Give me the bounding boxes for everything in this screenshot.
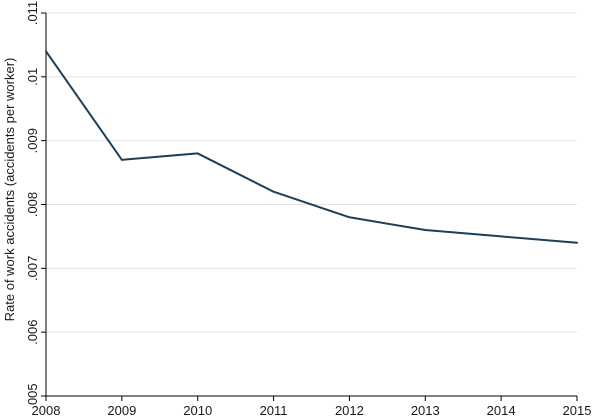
x-tick-label: 2009 <box>107 403 136 418</box>
series-line-accident-rate <box>45 50 578 244</box>
x-axis-ticks: 2008 2009 2010 2011 2012 2013 2014 2015 <box>32 396 592 418</box>
y-tick-label: .006 <box>25 320 40 345</box>
y-tick-label: .008 <box>25 192 40 217</box>
x-tick-label: 2013 <box>411 403 440 418</box>
x-tick-label: 2014 <box>487 403 516 418</box>
y-tick-label: .009 <box>25 128 40 153</box>
y-tick-label: .007 <box>25 256 40 281</box>
x-tick-label: 2010 <box>183 403 212 418</box>
y-tick-label: .005 <box>25 383 40 408</box>
x-tick-label: 2011 <box>260 403 288 418</box>
horizontal-gridlines <box>46 12 577 333</box>
x-tick-label: 2015 <box>563 403 592 418</box>
y-tick-label: .01 <box>25 68 40 86</box>
x-tick-label: 2012 <box>335 403 364 418</box>
y-tick-label: .011 <box>25 1 40 25</box>
y-axis-title: Rate of work accidents (accidents per wo… <box>2 58 17 322</box>
x-tick-label: 2008 <box>32 403 61 418</box>
y-axis-ticks: .005 .006 .007 .008 .009 .01 .011 <box>25 1 46 409</box>
